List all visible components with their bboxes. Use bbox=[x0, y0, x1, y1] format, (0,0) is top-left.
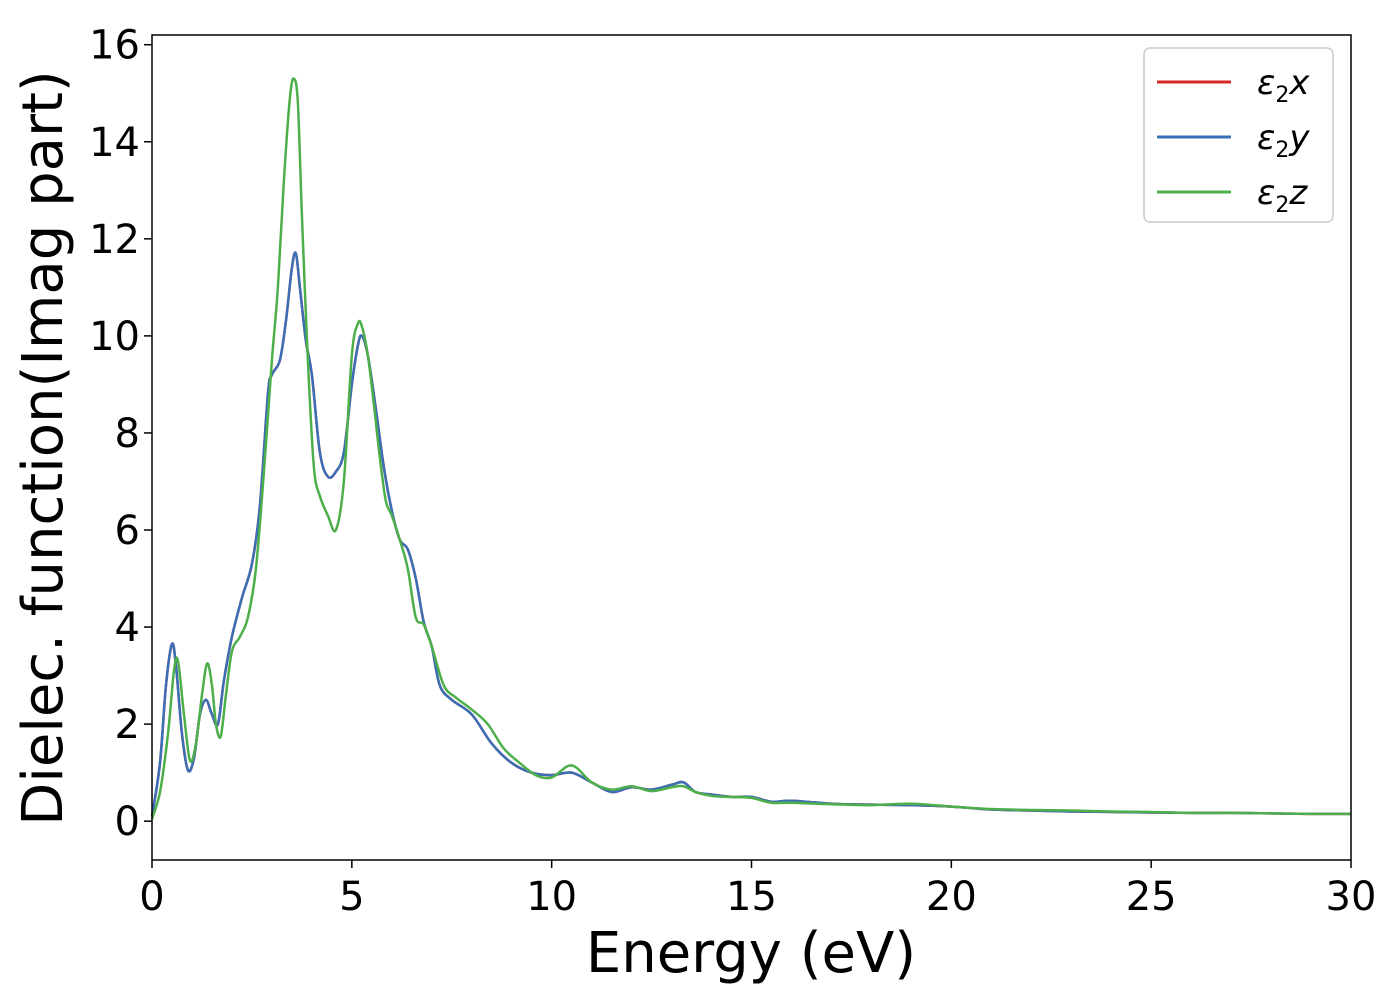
y-tick-label: 0 bbox=[115, 799, 140, 845]
y-axis-title: Dielec. function(Imag part) bbox=[11, 70, 76, 826]
x-tick-label: 15 bbox=[726, 874, 777, 920]
x-tick-label: 0 bbox=[139, 874, 164, 920]
series-line-y bbox=[150, 251, 1352, 817]
legend-label-y: ε2y bbox=[1257, 118, 1310, 163]
x-tick-label: 10 bbox=[526, 874, 577, 920]
series-lines bbox=[150, 77, 1352, 820]
y-tick-label: 6 bbox=[115, 508, 140, 554]
legend: ε2x ε2y ε2z bbox=[1143, 47, 1334, 223]
x-tick-label: 30 bbox=[1326, 874, 1377, 920]
x-tick-label: 20 bbox=[926, 874, 977, 920]
y-tick-label: 16 bbox=[89, 23, 140, 69]
y-tick-label: 12 bbox=[89, 217, 140, 263]
y-tick-label: 14 bbox=[89, 120, 140, 166]
series-line-z bbox=[150, 77, 1352, 820]
y-tick-label: 10 bbox=[89, 314, 140, 360]
legend-label-z: ε2z bbox=[1257, 173, 1308, 218]
y-axis-ticks: 0 2 4 6 8 10 12 14 16 bbox=[89, 23, 152, 845]
y-tick-label: 8 bbox=[115, 411, 140, 457]
x-tick-label: 5 bbox=[339, 874, 364, 920]
x-axis-title: Energy (eV) bbox=[586, 921, 916, 986]
x-tick-label: 25 bbox=[1126, 874, 1177, 920]
y-tick-label: 2 bbox=[115, 702, 140, 748]
legend-box bbox=[1143, 47, 1334, 223]
series-line-x bbox=[150, 251, 1352, 817]
x-axis-ticks: 0 5 10 15 20 25 30 bbox=[139, 860, 1376, 920]
y-tick-label: 4 bbox=[115, 605, 140, 651]
legend-label-x: ε2x bbox=[1257, 63, 1310, 108]
